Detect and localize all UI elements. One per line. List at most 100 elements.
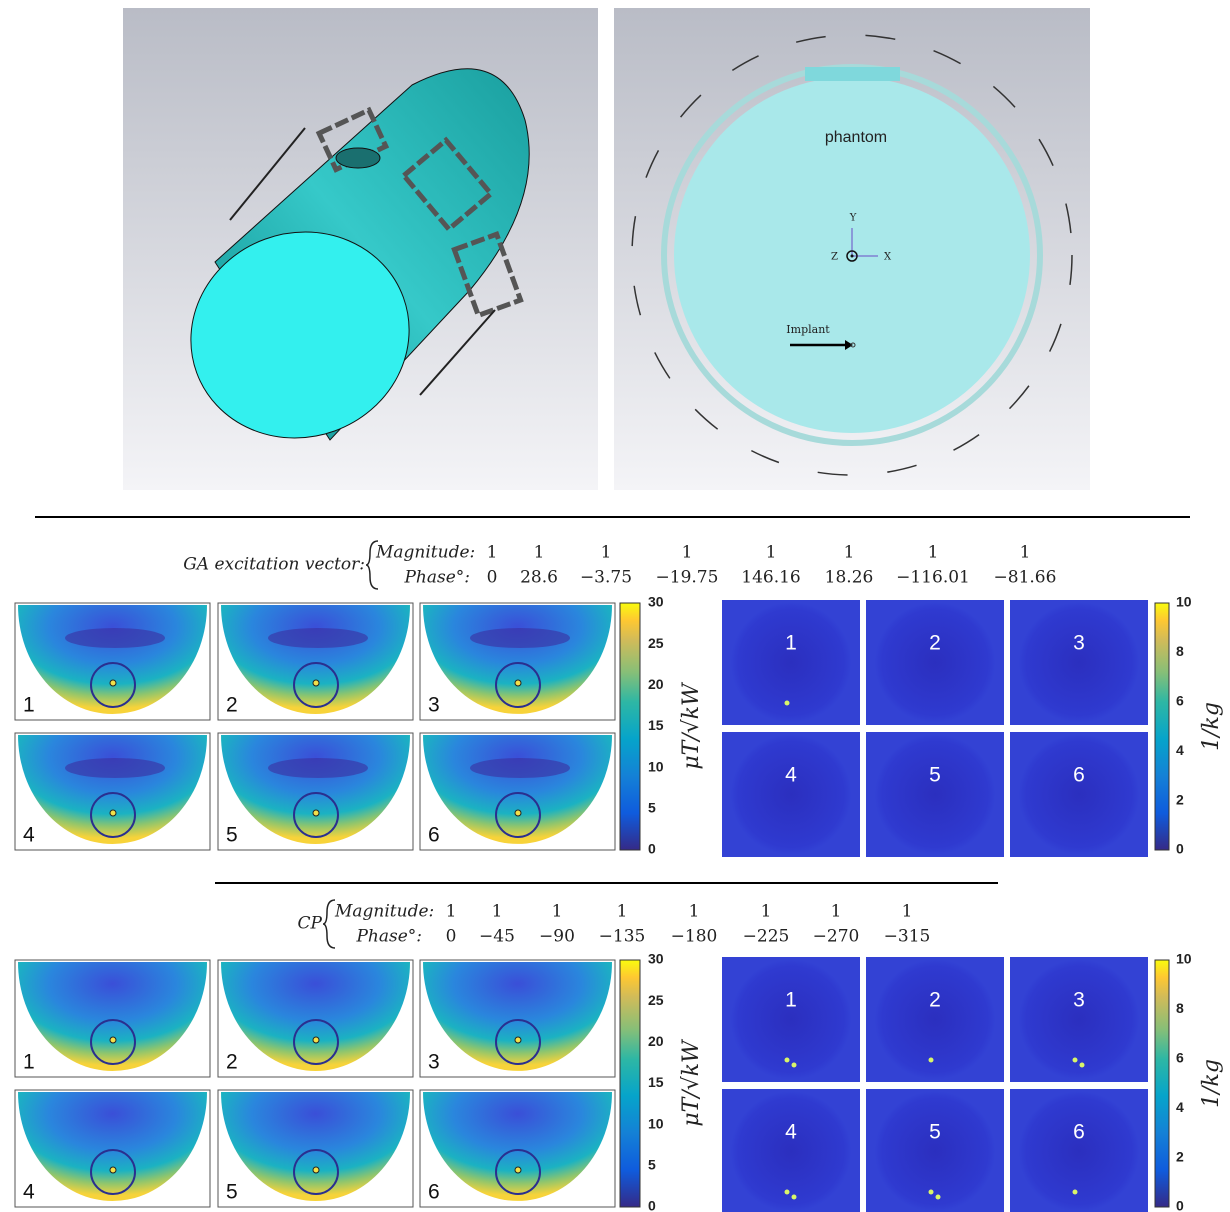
sar-hotspot: [929, 1190, 934, 1195]
colorbar-tick-label: 10: [1176, 594, 1192, 610]
implant-marker: [515, 810, 521, 816]
panel-number: 4: [785, 1121, 797, 1144]
colorbar-tick-label: 6: [1176, 1050, 1184, 1066]
phase-value: −270: [813, 927, 860, 947]
b1-map: 2: [218, 603, 413, 720]
phantom-area: [875, 960, 995, 1080]
phantom-area: [731, 735, 851, 855]
panel-number: 2: [226, 1051, 238, 1074]
sar-map: 6: [1010, 732, 1148, 857]
implant-marker: [313, 1167, 319, 1173]
implant-marker: [515, 1037, 521, 1043]
axis-label: Z: [831, 252, 838, 263]
b1-map: 4: [15, 1090, 210, 1207]
b1-map: 6: [420, 1090, 615, 1207]
b1-map: 4: [15, 733, 210, 850]
colorbar-tick-label: 0: [1176, 1198, 1184, 1212]
b1-map: 1: [15, 960, 210, 1077]
implant-marker: [110, 1167, 116, 1173]
sar-map: 1: [722, 600, 860, 725]
colorbar-tick-label: 15: [648, 1074, 664, 1090]
panel-number: 1: [23, 1051, 35, 1074]
phantom-area: [1019, 603, 1139, 723]
b1-map: 3: [420, 960, 615, 1077]
phantom-area: [875, 735, 995, 855]
colorbar-tick-label: 8: [1176, 643, 1184, 659]
panel-number: 6: [1073, 1121, 1085, 1144]
panel-number: 3: [1073, 989, 1085, 1012]
phantom-area: [875, 1092, 995, 1212]
sar-hotspot: [1073, 1190, 1078, 1195]
magnitude-value: 1: [446, 902, 457, 922]
field-minimum: [470, 628, 570, 648]
magnitude-label: Magnitude:: [334, 902, 434, 922]
magnitude-label: Magnitude:: [375, 543, 475, 563]
implant-marker: [110, 1037, 116, 1043]
phantom-area: [731, 960, 851, 1080]
sar-map: 3: [1010, 957, 1148, 1082]
colorbar-tick-label: 0: [1176, 841, 1184, 857]
colorbar-tick-label: 4: [1176, 742, 1184, 758]
panel-number: 5: [929, 1121, 941, 1144]
magnitude-value: 1: [844, 543, 855, 563]
sar-map: 5: [866, 1089, 1004, 1212]
sar-map: 1: [722, 957, 860, 1082]
implant-marker: [515, 680, 521, 686]
sar-map: 6: [1010, 1089, 1148, 1212]
phase-value: −315: [884, 927, 931, 947]
sar-hotspot: [792, 1063, 797, 1068]
phase-value: −90: [539, 927, 575, 947]
phase-value: −135: [599, 927, 646, 947]
panel-number: 5: [226, 1181, 238, 1204]
sar-map: 2: [866, 957, 1004, 1082]
colorbar-tick-label: 20: [648, 676, 664, 692]
b1-map: 6: [420, 733, 615, 850]
colorbar-tick-label: 10: [648, 758, 664, 774]
panel-number: 5: [929, 764, 941, 787]
colorbar-tick-label: 6: [1176, 693, 1184, 709]
colorbar-tick-label: 5: [648, 1157, 656, 1173]
sar-map: 3: [1010, 600, 1148, 725]
colorbar-tick-label: 25: [648, 635, 664, 651]
phase-value: 146.16: [741, 568, 800, 588]
sar-hotspot: [792, 1195, 797, 1200]
b1-map: 3: [420, 603, 615, 720]
panel-number: 3: [428, 1051, 440, 1074]
colorbar-tick-label: 0: [648, 1198, 656, 1212]
colorbar-tick-label: 5: [648, 800, 656, 816]
magnitude-value: 1: [761, 902, 772, 922]
magnitude-value: 1: [682, 543, 693, 563]
implant-marker: [313, 1037, 319, 1043]
panel-number: 3: [428, 694, 440, 717]
field-minimum: [65, 628, 165, 648]
colorbar-tick-label: 20: [648, 1033, 664, 1049]
panel-number: 1: [785, 632, 797, 655]
phase-value: −81.66: [994, 568, 1057, 588]
colorbar-tick-label: 8: [1176, 1000, 1184, 1016]
implant-marker: [515, 1167, 521, 1173]
magnitude-value: 1: [487, 543, 498, 563]
sar-hotspot: [1073, 1058, 1078, 1063]
axis-label: Y: [849, 213, 857, 224]
magnitude-value: 1: [534, 543, 545, 563]
implant-marker: [110, 680, 116, 686]
implant-marker: [313, 680, 319, 686]
panel-number: 6: [428, 824, 440, 847]
phase-value: −45: [479, 927, 515, 947]
panel-number: 4: [23, 824, 35, 847]
panel-number: 6: [1073, 764, 1085, 787]
colorbar-tick-label: 30: [648, 594, 664, 610]
phase-value: 0: [446, 927, 457, 947]
colorbar-tick-label: 10: [648, 1115, 664, 1131]
colorbar: [1155, 960, 1169, 1207]
colorbar-tick-label: 25: [648, 992, 664, 1008]
phantom-area: [731, 1092, 851, 1212]
colorbar-tick-label: 0: [648, 841, 656, 857]
field-minimum: [268, 758, 368, 778]
b1-map: 5: [218, 1090, 413, 1207]
colorbar: [1155, 603, 1169, 850]
field-minimum: [470, 758, 570, 778]
sar-hotspot: [785, 701, 790, 706]
colorbar-tick-label: 4: [1176, 1099, 1184, 1115]
sar-map: 4: [722, 732, 860, 857]
